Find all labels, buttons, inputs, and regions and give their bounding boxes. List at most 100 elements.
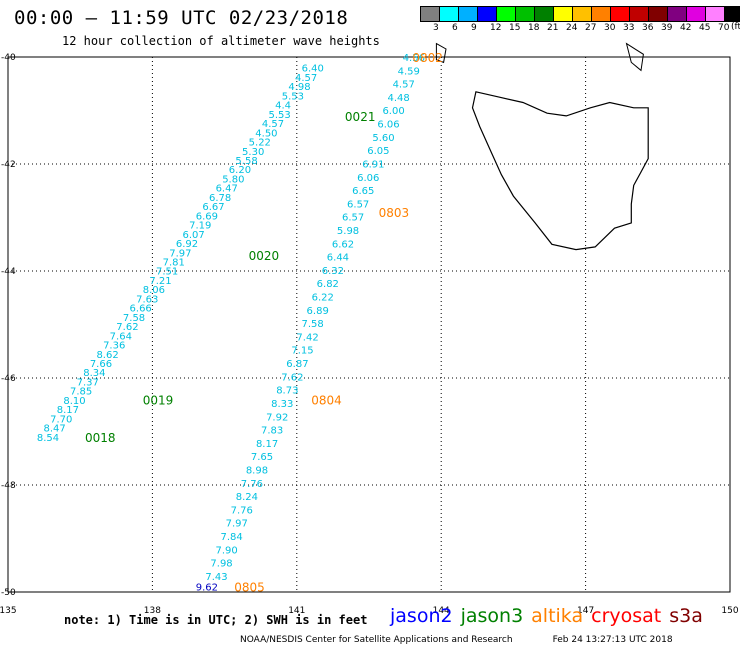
color-scale-label: 42 [680,23,692,33]
wave-height-value: 4.57 [262,119,284,130]
wave-height-value: 7.76 [241,479,263,490]
wave-height-value: 7.15 [291,346,313,357]
wave-height-value: 6.92 [176,239,198,250]
legend-jason2: jason2 [390,605,453,627]
wave-height-value: 7.42 [296,332,318,343]
map-subtitle: 12 hour collection of altimeter wave hei… [62,34,380,48]
wave-height-value: 5.30 [242,147,264,158]
wave-height-value: 6.20 [229,165,251,176]
wave-height-value: 6.57 [342,213,364,224]
color-scale-label: 6 [452,23,458,33]
wave-height-value: 6.66 [130,304,152,315]
wave-height-value: 7.97 [169,248,191,259]
wave-height-value: 5.80 [222,174,244,185]
latitude-tick-label: -50 [1,588,16,598]
wave-height-value: 7.92 [266,412,288,423]
wave-height-value: 6.47 [216,184,238,195]
wave-height-value: 9.62 [196,583,218,594]
color-scale-label: 18 [528,23,540,33]
longitude-tick-label: 141 [288,606,305,616]
wave-height-value: 8.54 [37,433,59,444]
wave-height-value: 7.85 [70,387,92,398]
latitude-tick-label: -46 [1,374,16,384]
color-scale-label: 15 [509,23,521,33]
wave-height-value: 6.00 [382,106,404,117]
wave-height-value: 6.67 [202,202,224,213]
longitude-tick-label: 144 [433,606,450,616]
pass-number-label: 0805 [234,581,265,595]
wave-height-value: 7.58 [123,313,145,324]
wave-height-value: 7.21 [149,276,171,287]
wave-height-value: 8.47 [43,424,65,435]
color-scale-label: 3 [433,23,439,33]
wave-height-value: 7.66 [90,359,112,370]
wave-height-value: 7.62 [281,372,303,383]
wave-height-value: 6.22 [312,293,334,304]
wave-height-value: 7.19 [189,221,211,232]
wave-height-value: 7.83 [261,426,283,437]
longitude-tick-label: 135 [0,606,17,616]
timestamp-text: Feb 24 13:27:13 UTC 2018 [552,635,673,645]
wave-height-value: 7.65 [251,452,273,463]
map-title: 00:00 – 11:59 UTC 02/23/2018 [14,7,349,29]
wave-height-value: 8.17 [57,405,79,416]
credit-text: NOAA/NESDIS Center for Satellite Applica… [240,635,513,645]
wave-height-value: 6.07 [182,230,204,241]
wave-height-value: 8.06 [143,285,165,296]
wave-height-value: 7.84 [221,532,243,543]
color-scale-bar: 3 6 9 12 15 18 21 24 27 30 33 36 39 42 45 70 [420,6,740,33]
wave-height-value: 4.57 [393,80,415,91]
wave-height-value: 4.57 [295,73,317,84]
pass-number-label: 0018 [85,431,116,445]
wave-height-value: 6.62 [332,239,354,250]
pass-number-label: 0803 [379,206,410,220]
wave-height-value: 6.87 [286,359,308,370]
color-scale-label: 70 [718,23,730,33]
color-scale-label: 36 [642,23,654,33]
footer-credit: NOAA/NESDIS Center for Satellite Applica… [240,635,673,645]
color-scale-swatch: 18 [515,6,539,33]
longitude-tick-label: 150 [721,606,738,616]
wave-height-value: 4.98 [288,82,310,93]
pass-number-label: 0802 [412,51,443,65]
wave-height-value: 7.51 [156,267,178,278]
longitude-tick-label: 147 [577,606,594,616]
wave-height-value: 6.06 [377,120,399,131]
wave-height-value: 8.98 [246,465,268,476]
legend-s3a: s3a [669,605,703,627]
wave-height-value: 7.90 [215,545,237,556]
color-scale-swatch [724,6,740,22]
wave-height-value: 8.17 [256,439,278,450]
wave-height-value: 7.58 [301,319,323,330]
longitude-tick-label: 138 [144,606,161,616]
wave-height-value: 7.70 [50,414,72,425]
latitude-tick-label: -40 [1,53,16,63]
color-scale-label: 27 [585,23,597,33]
wave-height-value: 7.43 [205,572,227,583]
wave-height-value: 5.53 [269,110,291,121]
color-scale-label: 9 [471,23,477,33]
axis-tick-labels: 135 138 141 144 147 150 -40 -42 -44 -46 -48 -50 [0,53,739,616]
color-scale-label: 24 [566,23,578,33]
wave-height-value: 4.48 [388,93,410,104]
color-scale-label: 30 [604,23,616,33]
wave-height-value: 6.65 [352,186,374,197]
pass-number-label: 0021 [345,110,376,124]
wave-height-value: 6.69 [196,211,218,222]
wave-height-value: 5.98 [337,226,359,237]
wave-height-value: 4.50 [255,128,277,139]
wave-height-value: 7.64 [110,331,132,342]
wave-height-value: 6.89 [307,306,329,317]
tasmania-coastline [435,42,649,251]
latitude-tick-label: -44 [1,267,16,277]
color-scale-label: 33 [623,23,635,33]
wave-height-value: 6.57 [347,199,369,210]
color-scale-label: 45 [699,23,711,33]
wave-height-value: 8.10 [63,396,85,407]
tasmania-outline [471,91,649,251]
island-outline [435,42,447,64]
wave-height-value: 8.34 [83,368,105,379]
wave-height-value: 5.53 [282,91,304,102]
wave-height-value: 6.40 [302,64,324,75]
